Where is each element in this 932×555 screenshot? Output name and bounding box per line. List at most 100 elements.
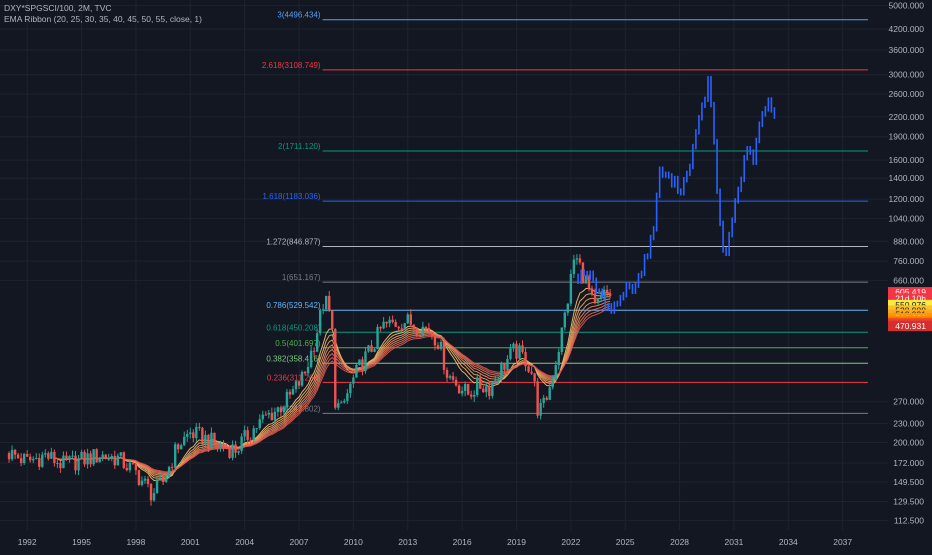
candle-body [482, 388, 485, 393]
candle-body [590, 288, 594, 294]
candle-body [98, 458, 101, 463]
candle-body [608, 293, 612, 296]
candle-body [143, 478, 147, 481]
candle-body [497, 380, 500, 382]
candle-body [86, 453, 89, 465]
candle-body [509, 348, 512, 360]
fib-level-label: 1.618(1183.036) [262, 192, 320, 201]
candle-body [473, 395, 476, 397]
price-tick-label: 149.500 [893, 477, 924, 487]
fib-level-label: 0.618(450.208) [266, 323, 321, 332]
time-axis: 1992 1995 1998 2001 2004 2007 2010 2013 2016 2019… [18, 537, 853, 547]
candle-body [542, 397, 545, 403]
candle-body [466, 384, 470, 395]
candle-body [210, 432, 213, 449]
candle-body [424, 326, 428, 329]
candle-body [433, 335, 437, 346]
candle-body [16, 454, 20, 459]
candle-body [231, 444, 234, 458]
candle-body [237, 451, 240, 453]
price-tick-label: 172.000 [893, 458, 924, 468]
candle-body [204, 434, 207, 445]
candle-body [391, 319, 394, 323]
candle-body [379, 327, 382, 329]
price-tick-label: 1600.000 [889, 155, 925, 165]
candle-body [303, 371, 307, 374]
candle-body [80, 451, 83, 459]
candle-body [198, 426, 201, 428]
candle-body [25, 453, 29, 457]
candle-body [536, 381, 539, 416]
candle-body [173, 444, 177, 468]
time-tick-label: 2004 [235, 537, 254, 547]
candle-body [500, 363, 503, 381]
candle-body [370, 345, 373, 352]
candle-body [479, 377, 482, 389]
candle-body [22, 453, 26, 464]
time-tick-label: 2022 [561, 537, 580, 547]
candle-body [373, 349, 376, 352]
candle-body [95, 449, 98, 463]
candle-body [457, 385, 461, 394]
price-tick-label: 1900.000 [889, 132, 925, 142]
candle-body [400, 328, 403, 330]
candle-body [288, 391, 292, 395]
candle-body [161, 477, 165, 482]
symbol-title[interactable]: DXY*SPGSCI/100, 2M, TVC [4, 3, 112, 13]
candle-body [228, 448, 231, 458]
candle-body [116, 455, 119, 466]
price-label-text: 605.419 [895, 287, 926, 297]
candle-body [273, 411, 277, 421]
grid [0, 0, 888, 530]
candle-body [445, 369, 449, 378]
price-label-text: 550.976 [895, 300, 926, 310]
candle-body [491, 382, 494, 396]
candle-body [494, 380, 497, 383]
candle-body [328, 296, 331, 311]
candle-body [512, 343, 515, 349]
candle-body [412, 324, 415, 329]
time-tick-label: 2013 [398, 537, 417, 547]
candle-body [503, 363, 506, 370]
candle-body [485, 386, 488, 393]
candle-body [545, 397, 548, 400]
indicator-title[interactable]: EMA Ribbon (20, 25, 30, 35, 40, 45, 50, … [4, 14, 202, 24]
candle-body [186, 434, 189, 437]
candle-body [451, 376, 455, 380]
candle-body [334, 329, 337, 408]
candle-body [113, 455, 116, 466]
price-tick-label: 3600.000 [889, 45, 925, 55]
candle-body [563, 312, 567, 328]
candle-body [155, 479, 159, 494]
price-tick-label: 1200.000 [889, 194, 925, 204]
candle-body [469, 394, 473, 397]
candle-body [593, 293, 597, 303]
candle-body [297, 381, 301, 386]
candle-body [192, 432, 195, 439]
price-tick-label: 760.000 [893, 256, 924, 266]
candle-body [306, 366, 310, 374]
candle-body [19, 458, 23, 464]
candle-body [415, 328, 419, 336]
candle-body [243, 430, 246, 437]
candle-body [44, 453, 47, 455]
candle-body [53, 451, 56, 463]
candle-body [340, 402, 343, 404]
candle-body [128, 462, 132, 471]
candle-body [170, 466, 174, 468]
candle-body [10, 449, 14, 460]
candle-body [346, 393, 349, 401]
candle-body [140, 480, 144, 485]
price-label-box [888, 321, 932, 332]
price-label-box [888, 287, 932, 298]
candle-body [572, 259, 576, 274]
candle-body [506, 359, 509, 370]
candle-body [394, 322, 397, 327]
candle-body [240, 436, 243, 452]
time-tick-label: 2016 [453, 537, 472, 547]
candle-body [448, 376, 452, 378]
candle-body [427, 328, 431, 332]
candle-body [137, 470, 141, 485]
